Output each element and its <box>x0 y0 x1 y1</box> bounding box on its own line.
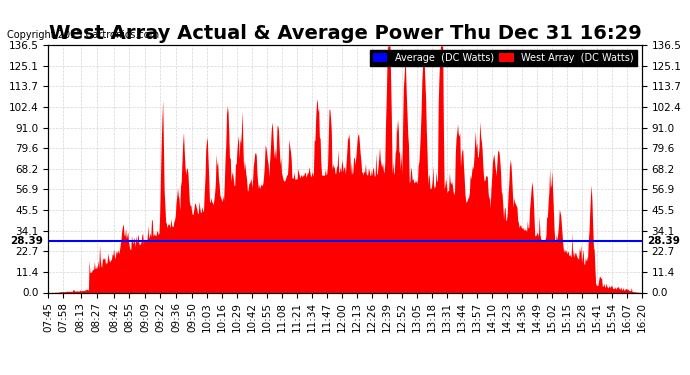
Text: Copyright 2015 Cartronics.com: Copyright 2015 Cartronics.com <box>7 30 159 40</box>
Text: 28.39: 28.39 <box>647 236 680 246</box>
Legend: Average  (DC Watts), West Array  (DC Watts): Average (DC Watts), West Array (DC Watts… <box>370 50 637 66</box>
Text: 28.39: 28.39 <box>10 236 43 246</box>
Title: West Array Actual & Average Power Thu Dec 31 16:29: West Array Actual & Average Power Thu De… <box>48 24 642 44</box>
